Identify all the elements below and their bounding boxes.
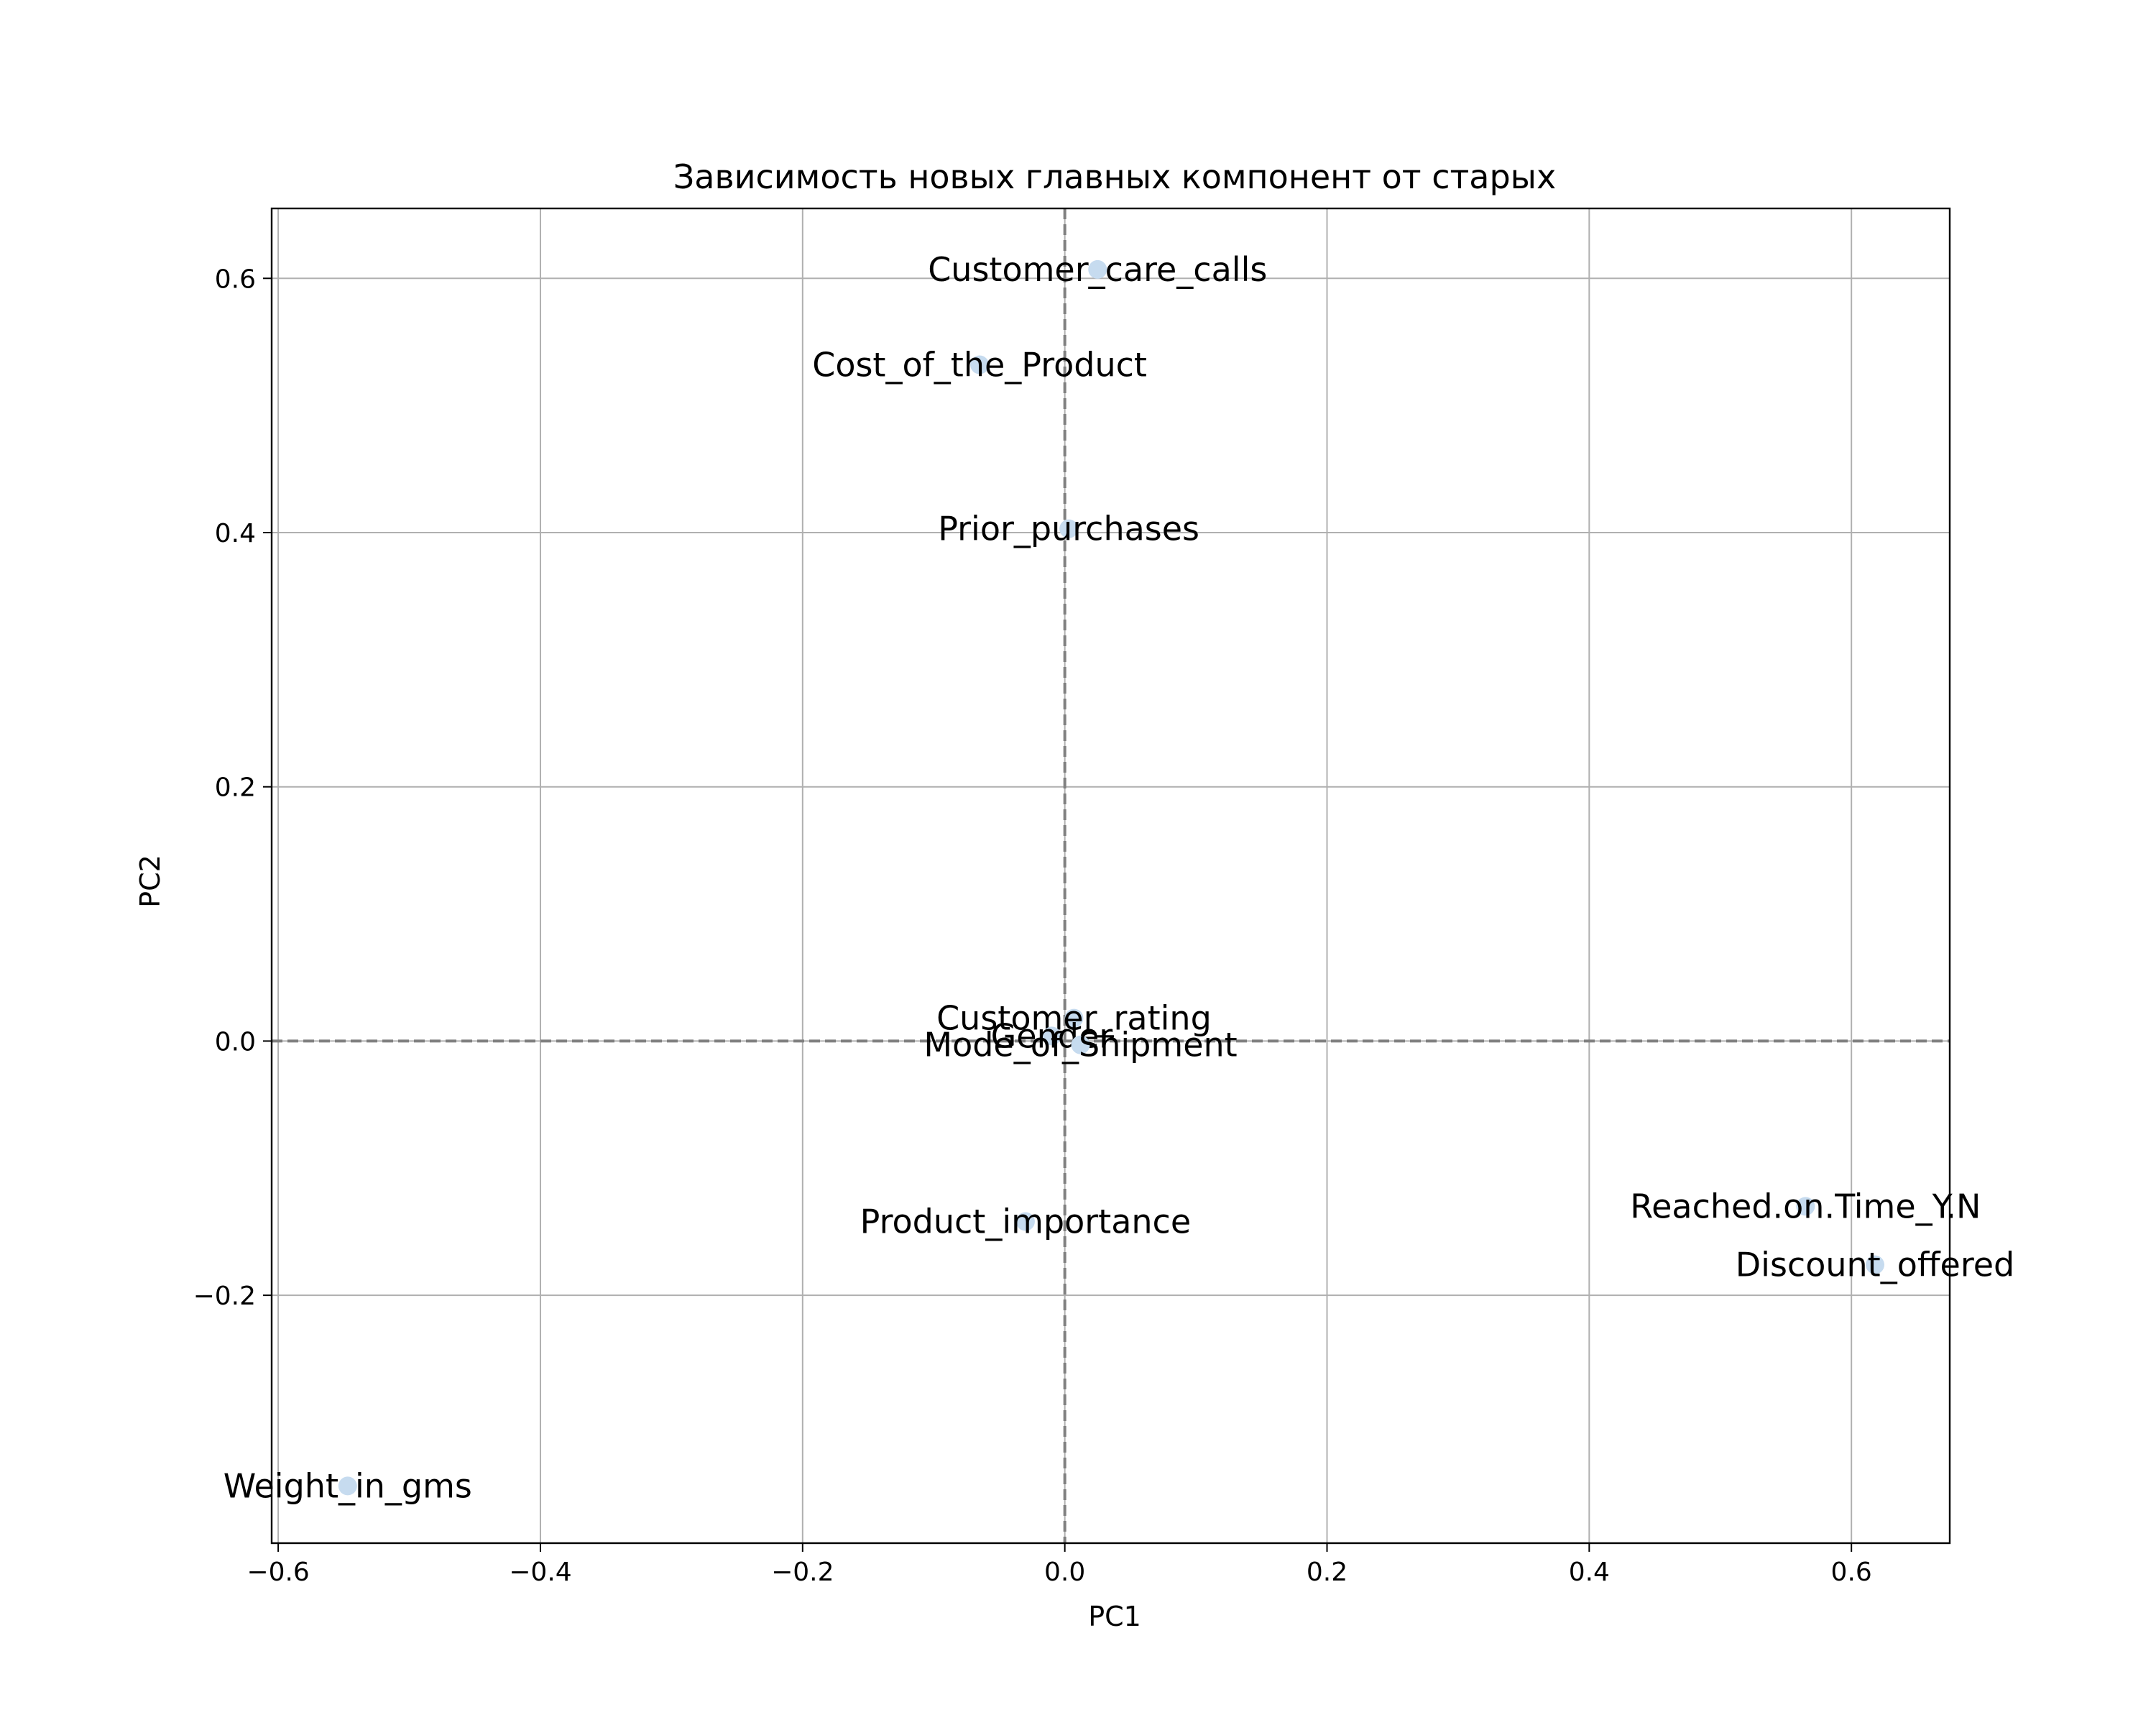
data-point (1059, 519, 1079, 538)
data-point (1071, 1035, 1090, 1054)
point-label: Discount_offered (1736, 1246, 2014, 1284)
data-points: Customer_care_calls Cost_of_the_Product Pr… (224, 250, 2015, 1506)
data-point (1064, 1008, 1084, 1028)
x-tick-label: 0.0 (1044, 1558, 1085, 1587)
y-tick-label: 0.2 (215, 773, 256, 803)
point-label: Weight_in_gms (224, 1466, 472, 1505)
point-label: Customer_rating (936, 999, 1212, 1038)
x-tick-label: −0.2 (771, 1558, 834, 1587)
data-point (1796, 1197, 1815, 1216)
x-tick-label: −0.6 (247, 1558, 309, 1587)
x-axis-ticks: −0.6 −0.4 −0.2 0.0 0.2 0.4 0.6 (247, 1543, 1872, 1587)
y-axis-ticks: −0.2 0.0 0.2 0.4 0.6 (193, 264, 272, 1311)
x-tick-label: 0.2 (1307, 1558, 1348, 1587)
data-point (1015, 1212, 1035, 1231)
data-point (970, 355, 990, 374)
y-tick-label: 0.4 (215, 519, 256, 548)
point-label: Product_importance (860, 1202, 1191, 1241)
y-tick-label: 0.6 (215, 264, 256, 294)
point-label: Prior_purchases (938, 510, 1199, 548)
x-tick-label: 0.6 (1831, 1558, 1872, 1587)
data-point (1088, 259, 1107, 279)
data-point (338, 1476, 357, 1496)
data-point (1866, 1255, 1885, 1274)
point-label: Reached.on.Time_Y.N (1630, 1187, 1981, 1225)
x-axis-label: PC1 (1088, 1601, 1141, 1632)
point-label: Cost_of_the_Product (812, 346, 1147, 385)
point-label: Customer_care_calls (928, 250, 1267, 289)
x-tick-label: −0.4 (509, 1558, 571, 1587)
plot-frame (270, 207, 1951, 1545)
y-tick-label: 0.0 (215, 1027, 256, 1057)
data-point (1042, 1026, 1061, 1046)
point-label: Gender (991, 1016, 1113, 1055)
grid-lines (272, 208, 1950, 1543)
x-tick-label: 0.4 (1569, 1558, 1610, 1587)
point-label: Mode_of_Shipment (923, 1026, 1237, 1064)
reference-lines (272, 208, 1950, 1543)
y-tick-label: −0.2 (193, 1282, 256, 1311)
chart-title: Зависимость новых главных компонент от с… (673, 157, 1556, 196)
y-axis-label: PC2 (134, 855, 166, 908)
